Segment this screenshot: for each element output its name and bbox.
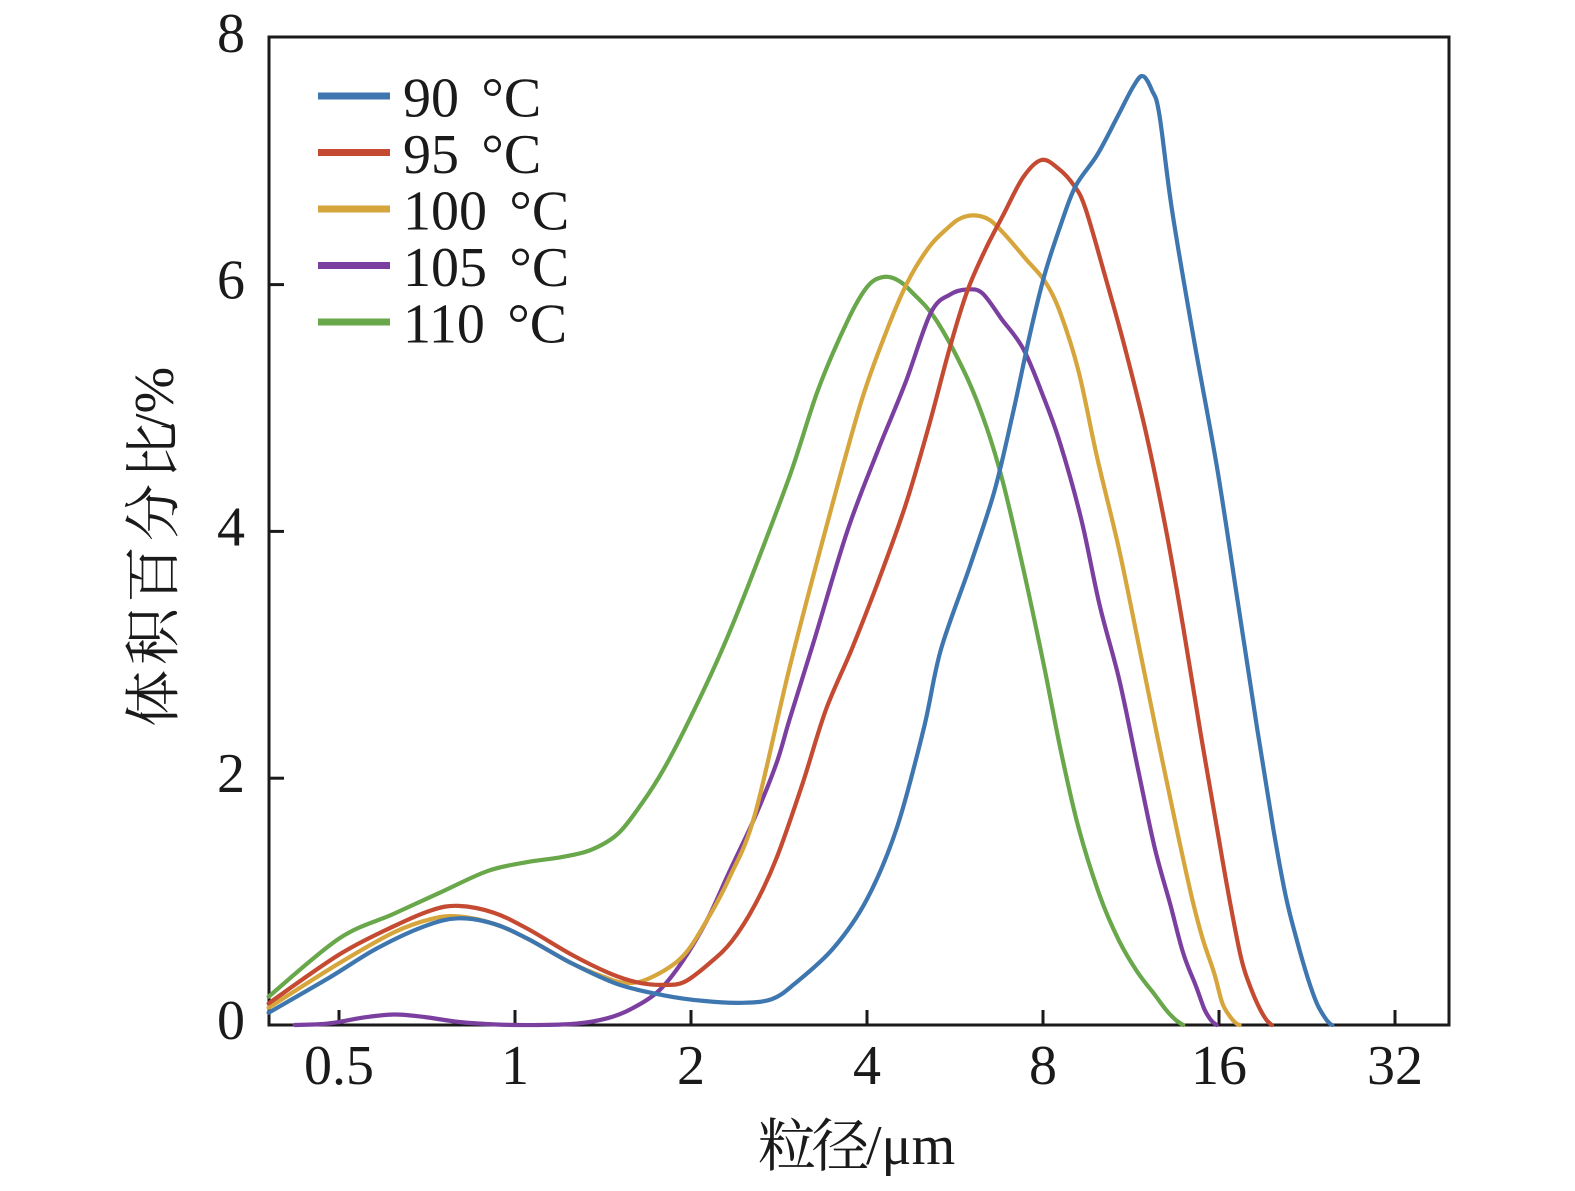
svg-text:0.5: 0.5 — [304, 1035, 374, 1097]
svg-text:2: 2 — [217, 743, 245, 805]
svg-text:/%: /% — [124, 367, 186, 429]
svg-text:8: 8 — [217, 3, 245, 65]
svg-text:1: 1 — [501, 1035, 529, 1097]
svg-text:32: 32 — [1367, 1035, 1423, 1097]
svg-text:4: 4 — [853, 1035, 881, 1097]
svg-text:6: 6 — [217, 250, 245, 312]
svg-text:95 °C: 95 °C — [403, 124, 541, 186]
svg-text:4: 4 — [217, 496, 245, 558]
svg-text:16: 16 — [1191, 1035, 1247, 1097]
svg-text:105 °C: 105 °C — [403, 237, 569, 299]
svg-text:8: 8 — [1029, 1035, 1057, 1097]
svg-text:0: 0 — [217, 990, 245, 1052]
svg-text:2: 2 — [677, 1035, 705, 1097]
svg-text:100 °C: 100 °C — [403, 181, 569, 243]
svg-text:90 °C: 90 °C — [403, 68, 541, 130]
svg-text:/μm: /μm — [866, 1115, 955, 1177]
svg-text:110 °C: 110 °C — [403, 294, 567, 356]
